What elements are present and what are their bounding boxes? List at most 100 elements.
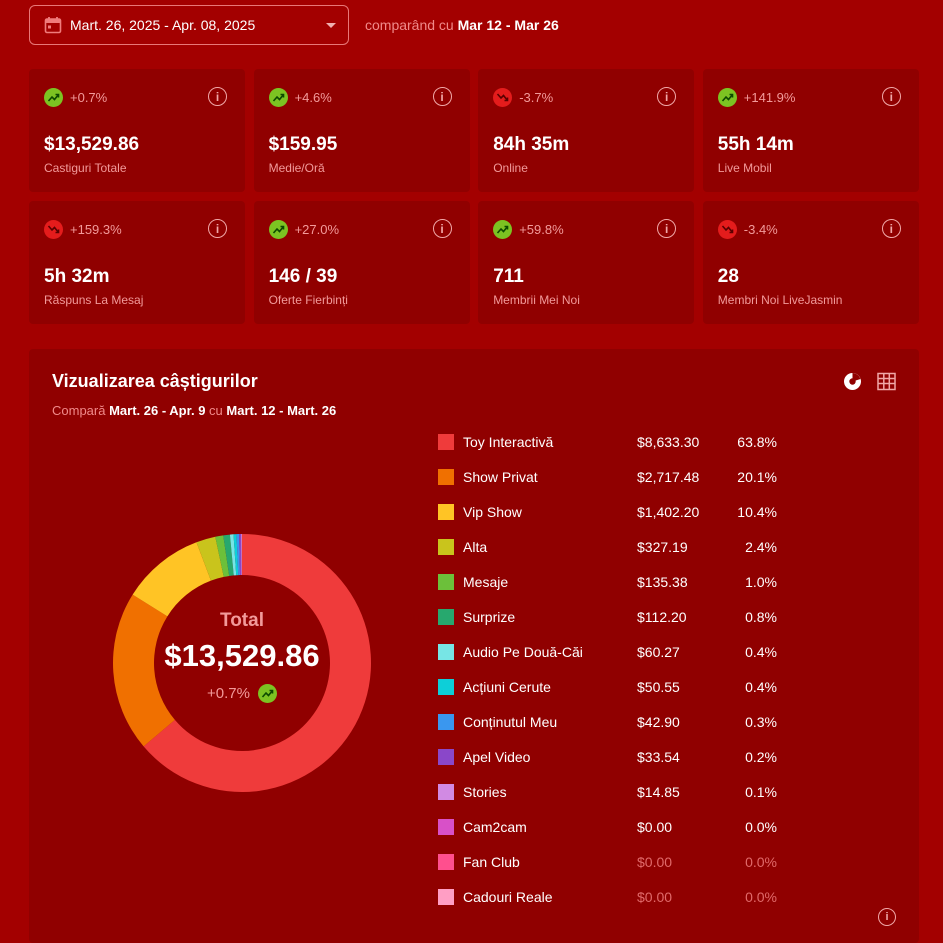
legend-percent: 0.8%: [745, 608, 777, 625]
stat-value: 5h 32m: [44, 266, 110, 287]
legend-item[interactable]: Acțiuni Cerute $50.55 0.4%: [438, 669, 788, 704]
legend-label: Toy Interactivă: [463, 433, 554, 450]
donut-slice[interactable]: [223, 534, 234, 576]
stat-trend: +59.8%: [493, 220, 564, 239]
legend-swatch: [438, 573, 454, 590]
info-icon[interactable]: i: [657, 219, 677, 238]
legend-label: Cadouri Reale: [463, 888, 553, 905]
legend-swatch: [438, 538, 454, 555]
table-view-icon[interactable]: [877, 372, 896, 391]
legend-item[interactable]: Cam2cam $0.00 0.0%: [438, 809, 788, 844]
stat-trend: +141.9%: [717, 88, 796, 107]
legend-item[interactable]: Fan Club $0.00 0.0%: [438, 844, 788, 879]
legend-swatch: [438, 468, 454, 485]
legend-item[interactable]: Cadouri Reale $0.00 0.0%: [438, 879, 788, 914]
earnings-donut-chart: Total $13,529.86 +0.7%: [111, 532, 373, 794]
donut-slice[interactable]: [236, 534, 241, 576]
donut-slice[interactable]: [113, 594, 175, 747]
legend-amount: $14.85: [637, 783, 680, 800]
legend-amount: $0.00: [637, 888, 673, 905]
legend-amount: $0.00: [637, 853, 673, 870]
stat-change: -3.7%: [519, 90, 554, 105]
legend-swatch: [438, 783, 454, 800]
donut-slice[interactable]: [239, 534, 242, 576]
stat-label: Membri Noi LiveJasmin: [717, 293, 843, 307]
legend-label: Stories: [463, 783, 507, 800]
stat-card: -3.4% i 28 Membri Noi LiveJasmin: [702, 201, 919, 324]
stat-value: 55h 14m: [717, 134, 794, 155]
info-icon[interactable]: i: [208, 219, 227, 238]
legend-percent: 0.0%: [745, 888, 777, 905]
legend-item[interactable]: Conținutul Meu $42.90 0.3%: [438, 704, 788, 739]
legend-label: Apel Video: [463, 748, 531, 765]
legend-amount: $2,717.48: [637, 468, 700, 485]
stat-card: +0.7% i $13,529.86 Castiguri Totale: [29, 69, 245, 192]
subtitle-prefix: Compară: [52, 403, 106, 418]
info-icon[interactable]: i: [208, 87, 227, 106]
donut-slice[interactable]: [215, 535, 230, 577]
info-icon[interactable]: i: [881, 87, 901, 106]
subtitle-joiner: cu: [209, 403, 223, 418]
stat-value: 711: [493, 266, 524, 287]
legend-percent: 0.1%: [745, 783, 777, 800]
pie-chart-view-icon[interactable]: [843, 372, 862, 391]
date-range-picker[interactable]: Mart. 26, 2025 - Apr. 08, 2025: [29, 5, 349, 45]
legend-swatch: [438, 853, 454, 870]
total-trend: +0.7%: [207, 683, 277, 703]
legend-item[interactable]: Surprize $112.20 0.8%: [438, 599, 788, 634]
trend-down-icon: [717, 220, 737, 239]
info-icon[interactable]: i: [432, 219, 452, 238]
stat-card: +141.9% i 55h 14m Live Mobil: [702, 69, 919, 192]
info-icon[interactable]: i: [432, 87, 452, 106]
stat-value: 84h 35m: [493, 134, 570, 155]
legend-item[interactable]: Audio Pe Două-Căi $60.27 0.4%: [438, 634, 788, 669]
legend-percent: 0.2%: [745, 748, 777, 765]
legend-percent: 10.4%: [737, 503, 777, 520]
legend-item[interactable]: Show Privat $2,717.48 20.1%: [438, 459, 788, 494]
panel-subtitle: Compară Mart. 26 - Apr. 9 cu Mart. 12 - …: [52, 403, 336, 418]
legend-item[interactable]: Mesaje $135.38 1.0%: [438, 564, 788, 599]
info-icon[interactable]: i: [881, 219, 901, 238]
legend-item[interactable]: Toy Interactivă $8,633.30 63.8%: [438, 424, 788, 459]
legend-item[interactable]: Vip Show $1,402.20 10.4%: [438, 494, 788, 529]
donut-slice[interactable]: [132, 542, 211, 617]
legend-amount: $42.90: [637, 713, 680, 730]
stat-value: 146 / 39: [268, 266, 338, 287]
legend-swatch: [438, 818, 454, 835]
stat-change: -3.4%: [743, 222, 778, 237]
legend-swatch: [438, 503, 454, 520]
stat-trend: +4.6%: [268, 88, 332, 107]
trend-up-icon: [493, 220, 513, 239]
stat-change: +141.9%: [743, 90, 796, 105]
stat-label: Medie/Oră: [268, 161, 325, 175]
stat-trend: +27.0%: [268, 220, 339, 239]
legend-percent: 0.3%: [745, 713, 777, 730]
trend-down-icon: [493, 88, 513, 107]
legend-item[interactable]: Alta $327.19 2.4%: [438, 529, 788, 564]
legend-amount: $50.55: [637, 678, 680, 695]
legend-amount: $8,633.30: [637, 433, 700, 450]
donut-slice[interactable]: [196, 536, 224, 581]
legend-percent: 1.0%: [745, 573, 777, 590]
donut-slice[interactable]: [233, 534, 239, 576]
stat-trend: +0.7%: [44, 88, 107, 107]
panel-title: Vizualizarea câștigurilor: [52, 371, 258, 391]
trend-up-icon: [257, 683, 277, 703]
donut-slice[interactable]: [143, 534, 372, 792]
legend-amount: $60.27: [637, 643, 680, 660]
info-icon[interactable]: i: [657, 87, 677, 106]
donut-slice[interactable]: [241, 533, 242, 575]
stat-value: $13,529.86: [44, 134, 140, 155]
total-change: +0.7%: [207, 684, 250, 702]
info-icon[interactable]: i: [878, 908, 896, 926]
legend-percent: 0.4%: [745, 643, 777, 660]
legend-percent: 0.0%: [745, 853, 777, 870]
legend-item[interactable]: Stories $14.85 0.1%: [438, 774, 788, 809]
total-value: $13,529.86: [164, 637, 320, 673]
legend-label: Mesaje: [463, 573, 509, 590]
legend-item[interactable]: Apel Video $33.54 0.2%: [438, 739, 788, 774]
subtitle-previous-range: Mart. 12 - Mart. 26: [226, 403, 337, 418]
trend-up-icon: [44, 88, 63, 107]
legend-percent: 63.8%: [737, 433, 777, 450]
donut-slice[interactable]: [229, 534, 237, 576]
